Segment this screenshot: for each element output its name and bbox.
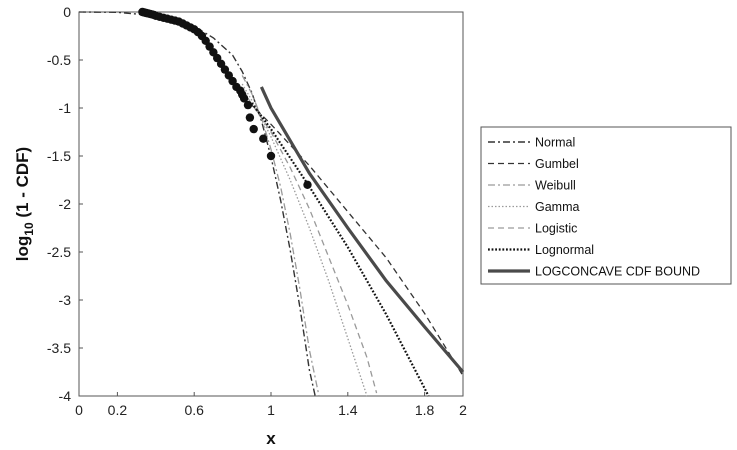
y-tick-label: -3.5 <box>47 340 71 356</box>
y-axis-title-subscript: 10 <box>22 222 36 236</box>
legend-label-weibull: Weibull <box>535 179 576 193</box>
y-tick-label: 0 <box>63 4 71 20</box>
x-tick-label: 0.6 <box>184 402 204 418</box>
data-point <box>245 113 255 122</box>
y-tick-label: -3 <box>59 292 72 308</box>
legend-label-gumbel: Gumbel <box>535 157 579 171</box>
legend-label-lognormal: Lognormal <box>535 243 594 257</box>
plot-area <box>78 11 464 397</box>
legend-box <box>480 126 732 285</box>
y-tick-label: -4 <box>59 388 72 404</box>
legend-label-normal: Normal <box>535 136 575 150</box>
x-tick-label: 0 <box>75 402 83 418</box>
x-tick-label: 0.2 <box>108 402 128 418</box>
x-tick-label: 2 <box>459 402 467 418</box>
series-line-lognormal <box>250 102 430 397</box>
y-tick-label: -1 <box>59 100 72 116</box>
legend-label-gamma: Gamma <box>535 200 580 214</box>
legend-label-logistic: Logistic <box>535 222 577 236</box>
axis-ticks: 0 0.2 0.6 1 1.4 1.8 2 0 -0.5 -1 -1.5 -2 -2.5 -3 -3.5 -4 <box>47 4 467 418</box>
y-tick-label: -2.5 <box>47 244 71 260</box>
empirical-points <box>138 7 312 189</box>
y-tick-label: -0.5 <box>47 52 71 68</box>
data-point <box>259 134 268 143</box>
data-point <box>266 151 276 161</box>
y-axis-title-log: log <box>13 236 32 262</box>
x-axis-title: x <box>266 429 276 448</box>
data-point <box>239 94 249 103</box>
series-line-logconcave-cdf-bound <box>259 86 465 374</box>
data-point <box>249 124 258 134</box>
y-axis-title: log10 (1 - CDF) <box>13 147 36 261</box>
legend-label-logconcave-cdf-bound: LOGCONCAVE CDF BOUND <box>535 265 700 279</box>
series-line-logistic <box>247 98 378 394</box>
y-axis-title-rest: (1 - CDF) <box>13 147 32 223</box>
y-tick-label: -2 <box>59 196 72 212</box>
legend: Normal Gumbel Weibull Gamma Logistic Lognorma… <box>480 126 732 285</box>
data-point <box>303 180 312 189</box>
x-tick-label: 1.8 <box>415 402 435 418</box>
x-tick-label: 1 <box>267 402 275 418</box>
x-tick-label: 1.4 <box>338 402 358 418</box>
data-point <box>243 100 253 110</box>
y-tick-label: -1.5 <box>47 148 71 164</box>
series-line-gumbel <box>241 95 464 377</box>
